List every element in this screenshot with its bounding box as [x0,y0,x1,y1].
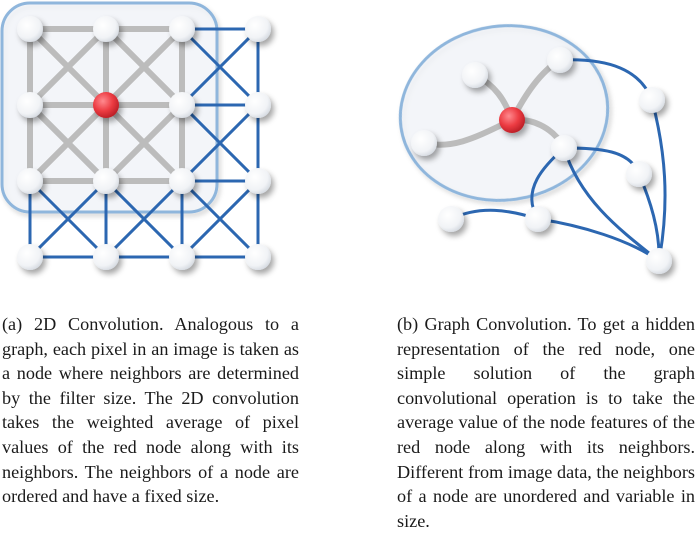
grid-nodes [17,16,271,270]
red-center-node-a [93,92,119,118]
caption-a: (a) 2D Convolution. Analogous to a graph… [2,314,299,507]
red-center-node-b [499,107,525,133]
panel-a-grid [0,1,271,270]
caption-b: (b) Graph Convolution. To get a hidden r… [397,314,695,531]
figure-panels [0,1,672,274]
graph-nodes [411,47,672,274]
panel-b-graph [398,24,672,274]
